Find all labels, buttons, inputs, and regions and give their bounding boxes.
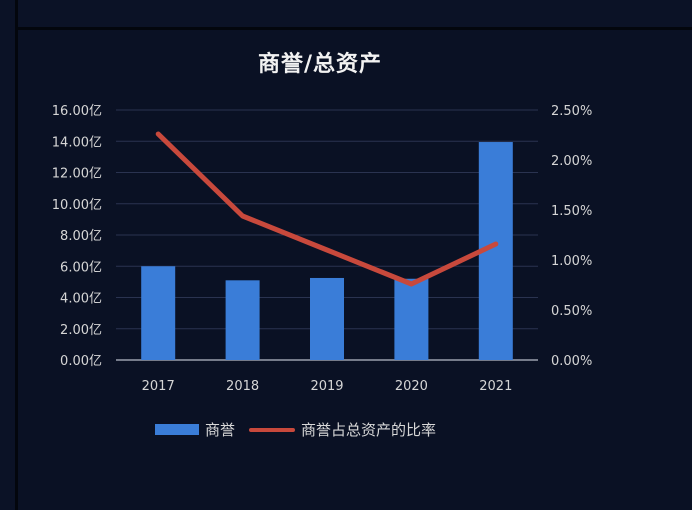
y-right-tick-label: 1.50%: [551, 204, 592, 219]
legend-line-label: 商誉占总资产的比率: [301, 421, 437, 439]
y-right-tick-label: 2.50%: [551, 104, 592, 119]
bar-2019: [310, 277, 344, 360]
frame-divider-vertical: [15, 0, 18, 510]
legend-bar-label: 商誉: [205, 421, 236, 439]
y-right-tick-label: 2.00%: [551, 154, 592, 169]
y-left-tick-label: 2.00亿: [60, 323, 102, 338]
x-tick-label: 2017: [142, 379, 175, 394]
y-left-tick-label: 4.00亿: [60, 292, 102, 307]
y-left-tick-label: 12.00亿: [52, 167, 102, 182]
bar-2017: [141, 266, 176, 360]
chart-title: 商誉/总资产: [257, 52, 383, 77]
bar-2020: [394, 278, 429, 360]
y-left-tick-label: 0.00亿: [60, 354, 102, 369]
x-tick-label: 2020: [395, 379, 428, 394]
x-tick-label: 2021: [479, 379, 512, 394]
frame-divider-horizontal: [15, 27, 692, 30]
y-left-tick-label: 10.00亿: [52, 198, 102, 213]
y-left-tick-label: 16.00亿: [52, 104, 102, 119]
y-left-tick-label: 8.00亿: [60, 229, 102, 244]
x-tick-label: 2018: [226, 379, 259, 394]
x-tick-label: 2019: [310, 379, 343, 394]
legend-bar-swatch: [155, 424, 199, 435]
legend-line-swatch: [249, 427, 296, 432]
y-right-tick-label: 1.00%: [551, 254, 592, 269]
y-left-tick-label: 6.00亿: [60, 260, 102, 275]
y-right-tick-label: 0.50%: [551, 304, 592, 319]
ratio-line: [155, 131, 499, 287]
y-right-tick-label: 0.00%: [551, 354, 592, 369]
bar-2018: [225, 280, 260, 360]
chart-legend: 商誉 商誉占总资产的比率: [155, 419, 440, 440]
y-left-tick-label: 14.00亿: [52, 135, 102, 150]
